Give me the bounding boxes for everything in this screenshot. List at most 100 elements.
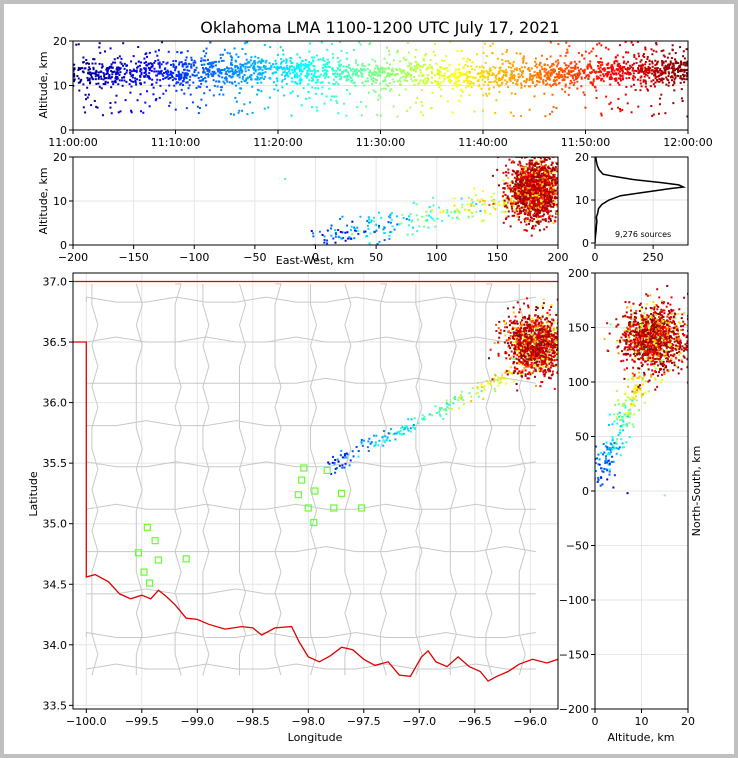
lma-source-point [524,167,527,170]
lma-source-point [389,216,392,219]
lma-source-point [98,62,101,65]
lma-source-point [202,68,205,71]
lma-source-point [495,99,498,102]
lma-source-point [151,78,154,81]
lma-source-point [306,64,309,67]
lma-source-point [608,103,611,106]
lma-source-point [503,182,506,185]
lma-source-point [455,80,458,83]
lma-source-point [351,74,354,77]
lma-source-point [527,213,530,216]
lma-source-point [293,73,296,76]
lma-source-point [176,81,179,84]
lma-source-point [265,68,268,71]
lma-source-point [537,222,540,225]
lma-source-point [549,66,552,69]
lma-source-point [548,185,551,188]
lma-source-point [183,75,186,78]
lma-source-point [352,67,355,70]
lma-source-point [212,74,215,77]
lma-source-point [415,214,418,217]
lma-source-point [383,441,386,444]
lma-source-point [146,55,149,58]
lma-source-point [411,233,414,236]
lma-source-point [323,238,326,241]
lma-source-point [488,72,491,75]
lma-source-point [527,66,530,69]
lma-source-point [633,56,636,59]
lma-source-point [598,42,601,45]
lma-source-point [295,67,298,70]
lma-source-point [521,172,524,175]
lma-source-point [334,72,337,75]
lma-source-point [679,75,682,78]
lma-source-point [308,61,311,64]
lma-source-point [73,68,76,71]
lma-source-point [673,74,676,77]
lma-source-point [462,57,465,60]
lma-source-point [533,349,536,352]
lma-source-point [621,66,624,69]
lma-source-point [548,362,551,365]
lma-source-point [275,67,278,70]
lma-source-point [504,79,507,82]
lma-source-point [540,206,543,209]
lma-source-point [237,111,240,114]
lma-source-point [597,61,600,64]
lma-source-point [382,430,385,433]
lma-source-point [444,409,447,412]
lma-source-point [388,72,391,75]
lma-source-point [534,198,537,201]
lma-source-point [686,72,688,75]
lma-source-point [466,82,469,85]
lma-source-point [185,81,188,84]
ew-altitude-axis-tick-label: 20 [53,151,67,164]
lma-source-point [467,196,470,199]
lma-source-point [157,49,160,52]
lma-source-point [398,79,401,82]
lma-source-point [561,347,563,349]
lma-source-point [275,62,278,65]
lma-source-point [542,168,545,171]
lma-source-point [618,83,621,86]
lma-source-point [331,455,334,458]
lma-source-point [682,69,685,72]
lma-source-point [522,195,525,198]
lma-source-point [509,79,512,82]
lma-source-point [555,338,558,341]
lma-source-point [542,213,545,216]
lma-source-point [519,184,522,187]
ew-altitude-xlabel: East-West, km [276,254,354,267]
lma-source-point [154,99,157,102]
lma-source-point [391,78,394,81]
lma-source-point [384,67,387,70]
lma-source-point [88,77,91,80]
lma-source-point [535,181,538,184]
lma-source-point [176,51,179,54]
lma-source-point [667,75,670,78]
lma-source-point [115,78,118,81]
lma-source-point [588,71,591,74]
lma-source-point [612,73,615,76]
lma-source-point [637,52,640,55]
lma-source-point [410,220,413,223]
lma-source-point [418,81,421,84]
lma-source-point [143,62,146,65]
lma-source-point [426,76,429,79]
lma-source-point [385,83,388,86]
lma-source-point [501,75,504,78]
lma-source-point [431,208,434,211]
lma-source-point [154,59,157,62]
lma-source-point [537,202,540,205]
lma-source-point [337,112,340,115]
lma-source-point [542,191,545,194]
lma-source-point [385,438,388,441]
lma-source-point [337,68,340,71]
lma-source-point [525,229,528,232]
lma-source-point [531,77,534,80]
lma-source-point [323,59,326,62]
lma-source-point [523,169,526,172]
lma-source-point [520,221,523,224]
lma-source-point [505,71,508,74]
lma-source-point [530,176,533,179]
